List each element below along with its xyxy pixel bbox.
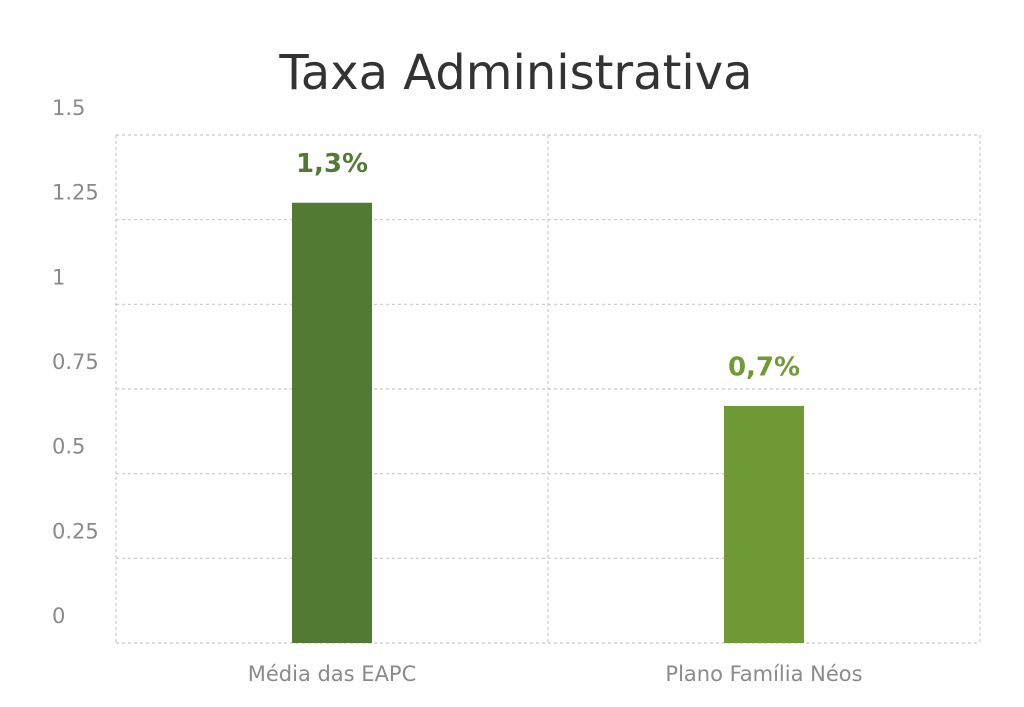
y-tick-label: 1.25	[52, 181, 99, 205]
bar	[724, 405, 804, 643]
chart-title: Taxa Administrativa	[278, 45, 752, 101]
y-tick-label: 0.5	[52, 435, 85, 459]
value-label: 1,3%	[296, 149, 368, 179]
bar	[292, 202, 372, 643]
y-tick-label: 1	[52, 265, 65, 289]
x-tick-label: Plano Família Néos	[665, 662, 862, 686]
y-tick-label: 0	[52, 604, 65, 628]
value-label: 0,7%	[728, 352, 800, 382]
y-tick-label: 0.25	[52, 519, 99, 543]
y-tick-label: 0.75	[52, 350, 99, 374]
x-tick-label: Média das EAPC	[248, 662, 417, 686]
y-tick-label: 1.5	[52, 96, 85, 120]
